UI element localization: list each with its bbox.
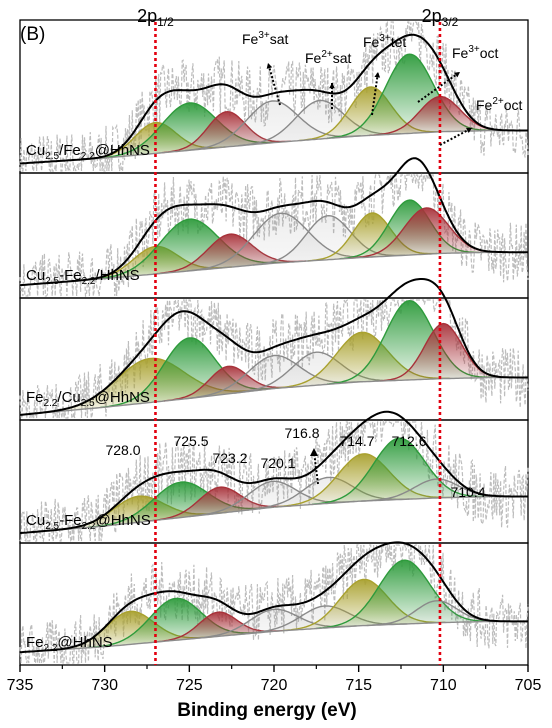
species-annotation-3: Fe3+tet xyxy=(363,33,406,50)
peak-position-label-2: 725.5 xyxy=(173,433,208,449)
x-tick-label: 730 xyxy=(91,677,118,694)
panel-3: Fe2.2/Cu2.5@HhNS xyxy=(19,278,529,421)
x-tick-label: 720 xyxy=(261,677,288,694)
envelope-fit xyxy=(19,278,528,416)
x-tick-label: 705 xyxy=(515,677,542,694)
peak-position-label-5: 716.8 xyxy=(284,425,319,441)
envelope-fit xyxy=(19,33,528,165)
sample-label: Cu2.5-Fe2.2@HhNS xyxy=(26,512,151,532)
peak-label-arrowhead xyxy=(310,448,318,456)
annotation-arrowhead-4 xyxy=(454,72,460,78)
panel-2: Cu2.5-Fe2.2/HhNS xyxy=(19,157,529,299)
peak-fill-2 xyxy=(87,482,274,528)
annotation-arrowhead-5 xyxy=(466,127,472,134)
background-line xyxy=(19,376,528,416)
x-axis: 735 730 725 720 715 710 705 xyxy=(7,665,542,694)
peak-position-label-3: 723.2 xyxy=(212,450,247,466)
reference-label-1: 2p1/2 xyxy=(137,6,174,29)
panel-label: (B) xyxy=(20,24,45,45)
panel-1: Cu2.5/Fe2.2@HhNS xyxy=(19,19,529,174)
peak-position-label-8: 710.4 xyxy=(450,484,485,500)
background-line xyxy=(19,129,528,165)
x-axis-title: Binding energy (eV) xyxy=(177,700,356,721)
peak-position-label-6: 714.7 xyxy=(339,433,374,449)
annotations: Fe3+sat Fe2+sat Fe3+tet Fe3+oct Fe2+oct 728.0… xyxy=(105,30,522,500)
x-tick-label: 735 xyxy=(7,677,34,694)
reference-label-2: 2p3/2 xyxy=(422,6,459,29)
background-line xyxy=(19,620,528,653)
envelope-fit xyxy=(19,410,528,535)
species-annotation-2: Fe2+sat xyxy=(305,49,352,66)
peak-fill-3 xyxy=(149,487,291,522)
peak-fill-3 xyxy=(163,366,294,401)
peak-fill-4 xyxy=(185,355,363,399)
peak-fill-4 xyxy=(189,481,355,517)
peak-position-label-4: 720.1 xyxy=(260,455,295,471)
x-tick-label: 725 xyxy=(176,677,203,694)
peak-fill-8 xyxy=(350,208,503,259)
annotation-arrowhead-2 xyxy=(329,83,335,89)
species-annotation-1: Fe3+sat xyxy=(242,30,289,47)
peak-label-arrow xyxy=(313,451,319,485)
peak-fill-8 xyxy=(379,323,507,382)
annotation-arrow-3 xyxy=(371,71,379,116)
peak-position-label-7: 712.6 xyxy=(391,433,426,449)
panel-5: Fe2.2@HhNS xyxy=(19,541,529,666)
peak-position-label-1: 728.0 xyxy=(105,442,140,458)
reference-lines: 2p1/2 2p3/2 xyxy=(137,6,459,665)
panel-4: Cu2.5-Fe2.2@HhNS xyxy=(19,410,529,544)
background-line xyxy=(19,495,528,534)
x-tick-label: 715 xyxy=(345,677,372,694)
sample-label: Cu2.5-Fe2.2/HhNS xyxy=(26,267,140,287)
peak-fill-8 xyxy=(369,96,512,136)
peak-fill-4 xyxy=(191,609,357,639)
sample-label: Fe2.2/Cu2.5@HhNS xyxy=(26,389,150,409)
peak-fill-5 xyxy=(233,352,399,394)
envelope-fit xyxy=(19,541,528,654)
raw-data-trace xyxy=(19,21,529,174)
species-annotation-5: Fe2+oct xyxy=(476,96,523,113)
annotation-arrow-4 xyxy=(417,71,461,103)
background-line xyxy=(19,251,528,286)
species-annotation-4: Fe3+oct xyxy=(452,44,499,61)
envelope-fit xyxy=(19,157,528,287)
annotation-arrowhead-1 xyxy=(266,63,273,69)
sample-label: Fe2.2@HhNS xyxy=(26,634,113,654)
annotation-arrowhead-3 xyxy=(374,72,381,78)
panels-layer: Cu2.5/Fe2.2@HhNS Cu2.5-Fe2.2/HhNS Fe2.2/Cu… xyxy=(19,19,529,666)
x-tick-label: 710 xyxy=(430,677,457,694)
sample-label: Cu2.5/Fe2.2@HhNS xyxy=(26,142,150,162)
annotation-arrow-1 xyxy=(267,62,281,106)
